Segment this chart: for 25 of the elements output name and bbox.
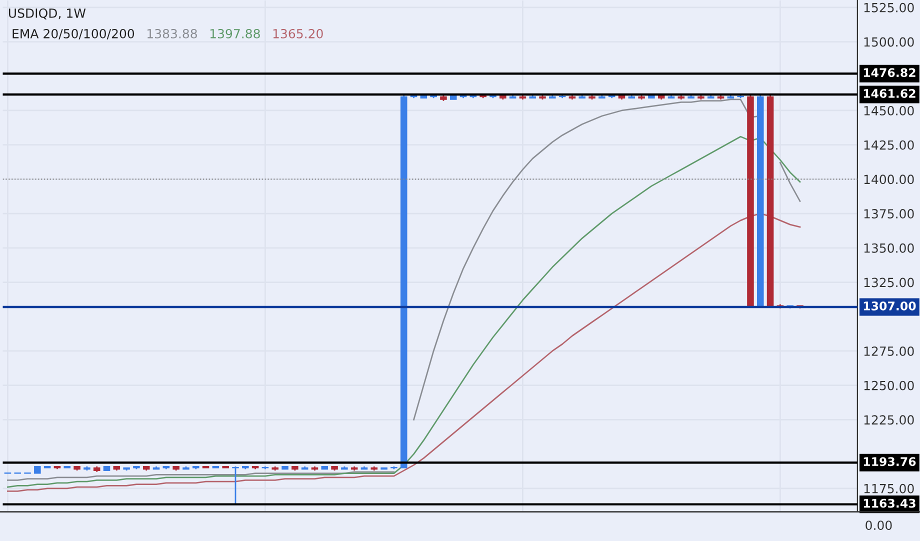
y-tick-label: 1500.00: [864, 37, 914, 47]
text: 1383.88: [148, 28, 197, 38]
y-tick-label: 1225.00: [864, 415, 914, 425]
ref-line-label: 1307.00: [864, 302, 916, 310]
text: 0.00: [866, 520, 892, 530]
y-tick-label: 1375.00: [864, 209, 914, 218]
y-tick-label: 1525.00: [864, 2, 914, 12]
y-tick-label: 1250.00: [864, 380, 914, 390]
line-series: [7, 212, 801, 492]
text: 1365.20: [273, 28, 323, 38]
ref-line-label: 1461.62: [864, 89, 916, 98]
y-tick-label: 1400.00: [864, 174, 914, 184]
ref-line-label: 1476.82: [864, 68, 916, 78]
ref-line-label: 1193.76: [864, 457, 916, 466]
y-tick-label: 1450.00: [864, 106, 914, 116]
candlestick: [232, 466, 239, 506]
y-tick-label: 1275.00: [864, 346, 914, 356]
y-tick-label: 1425.00: [864, 140, 914, 150]
y-tick-label: 1350.00: [864, 243, 914, 253]
y-tick-label: 1325.00: [864, 278, 914, 288]
ref-line-label: 1163.43: [864, 498, 916, 508]
text: 1397.88: [210, 28, 260, 38]
y-tick-label: 1175.00: [864, 484, 914, 494]
text: USDIQD, 1W: [8, 8, 86, 20]
legend-title: EMA 20/50/100/200: [12, 28, 134, 40]
